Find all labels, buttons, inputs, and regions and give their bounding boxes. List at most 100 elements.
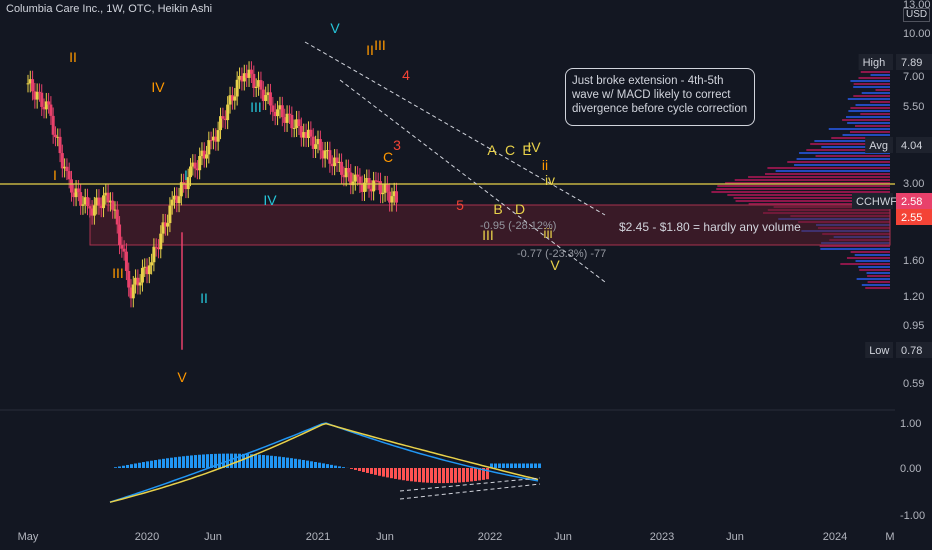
candle-body [381,193,384,194]
wave-label: 3 [393,137,401,153]
candle-body [150,262,153,265]
macd-histogram-bar [394,468,397,479]
volume-profile-bar [847,257,890,259]
candle-body [77,188,80,192]
macd-histogram-bar [178,457,181,468]
candle-body [356,175,359,177]
candle-body [159,234,162,250]
volume-profile-bar [860,113,890,115]
macd-histogram-bar [194,455,197,468]
volume-profile-bar [767,167,890,169]
marker-value: 2.58 [901,196,922,208]
time-tick-label: May [18,531,39,543]
candle-body [127,271,130,288]
candle-body [290,115,293,128]
volume-profile-bar [816,155,890,157]
candle-body [88,206,91,208]
macd-histogram-bar [530,464,533,469]
candle-body [168,206,171,223]
volume-profile-bar [855,125,890,127]
candle-body [79,192,82,206]
candle-body [148,265,151,274]
candle-body [386,184,389,191]
macd-histogram-bar [126,465,129,468]
volume-profile-bar [748,176,890,178]
volume-profile-bar [853,95,890,97]
candle-body [347,168,350,172]
marker-label: CCHWF [856,196,897,208]
macd-histogram-bar [466,468,469,482]
candle-body [132,284,135,298]
wave-label: II [69,49,77,65]
macd-histogram-bar [486,468,489,479]
wave-label: B [493,201,502,217]
volume-profile-bar [850,131,890,133]
candle-body [395,191,398,202]
macd-histogram-bar [510,464,513,469]
candle-body [372,180,375,191]
wave-label: IV [151,79,165,95]
volume-profile-bar [847,122,890,124]
macd-histogram-bar [398,468,401,480]
volume-profile-bar [855,254,890,256]
volume-profile-bar [848,110,890,112]
volume-profile-bar [856,260,890,262]
candle-body [123,249,126,252]
macd-histogram-bar [518,464,521,469]
macd-histogram-bar [170,458,173,468]
candle-body [236,80,239,97]
candle-body [31,79,34,91]
macd-histogram-bar [190,455,193,468]
candle-body [340,162,343,175]
candle-body [259,80,262,89]
candle-body [125,252,128,271]
volume-profile-bar [857,278,890,280]
macd-histogram-bar [418,468,421,482]
macd-histogram-bar [450,468,453,483]
volume-profile-bar [853,86,890,88]
candle-body [59,137,62,153]
price-tick-label: 3.00 [903,178,924,190]
marker-label: High [863,57,886,69]
candle-body [390,196,393,202]
macd-histogram-bar [142,462,145,468]
wave-label: V [177,369,187,385]
candle-body [70,179,73,192]
macd-histogram-bar [454,468,457,483]
candle-body [40,93,43,107]
volume-profile-bar [765,173,890,175]
candle-body [171,200,174,206]
volume-profile-bar [820,248,890,250]
macd-histogram-bar [302,460,305,468]
macd-histogram-bar [286,458,289,468]
macd-histogram-bar [202,454,205,468]
volume-profile-bar [858,77,890,79]
volume-profile-bar [717,185,890,187]
macd-histogram-bar [218,454,221,468]
macd-histogram-bar [254,454,257,468]
macd-histogram-bar [526,464,529,469]
candle-body [152,247,155,262]
volume-profile-bar [846,116,890,118]
candle-body [81,204,84,205]
candle-body [358,177,361,184]
macd-histogram-bar [174,457,177,468]
volume-profile-bar [851,251,890,253]
wave-label: 4 [402,67,410,83]
candle-body [178,196,181,203]
volume-profile-bar [855,104,890,106]
candle-body [269,92,272,105]
time-tick-label: 2021 [306,531,330,543]
candle-body [166,223,169,227]
volume-profile-bar [850,107,890,109]
macd-histogram-bar [330,465,333,468]
candle-body [102,195,105,208]
macd-histogram-bar [262,455,265,468]
macd-histogram-bar [310,461,313,468]
macd-histogram-bar [158,459,161,468]
macd-histogram-bar [298,459,301,468]
macd-histogram-bar [502,464,505,469]
candle-body [286,114,289,123]
time-tick-label: 2024 [823,531,847,543]
